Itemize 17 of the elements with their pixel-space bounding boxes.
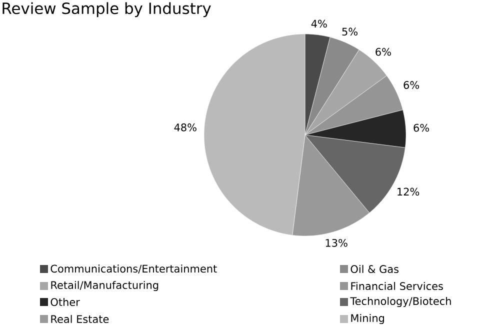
legend-label: Financial Services: [351, 282, 443, 290]
legend-label: Oil & Gas: [350, 264, 399, 274]
data-label: 6%: [414, 124, 430, 132]
legend-label: Real Estate: [51, 314, 109, 324]
data-label: 48%: [174, 123, 196, 132]
data-label: 6%: [376, 48, 391, 56]
legend-label: Mining: [351, 314, 384, 324]
data-label: 12%: [398, 188, 420, 196]
legend-label: Other: [50, 298, 80, 306]
data-label: 4%: [311, 20, 327, 28]
legend-label: Communications/Entertainment: [50, 264, 217, 274]
data-label: 13%: [326, 238, 348, 247]
data-label: 5%: [342, 28, 358, 36]
legend-label: Retail/Manufacturing: [51, 280, 158, 292]
chart-title: Review Sample by Industry: [2, 2, 211, 18]
legend-label: Technology/Biotech: [350, 296, 451, 308]
data-label: 6%: [404, 81, 420, 89]
